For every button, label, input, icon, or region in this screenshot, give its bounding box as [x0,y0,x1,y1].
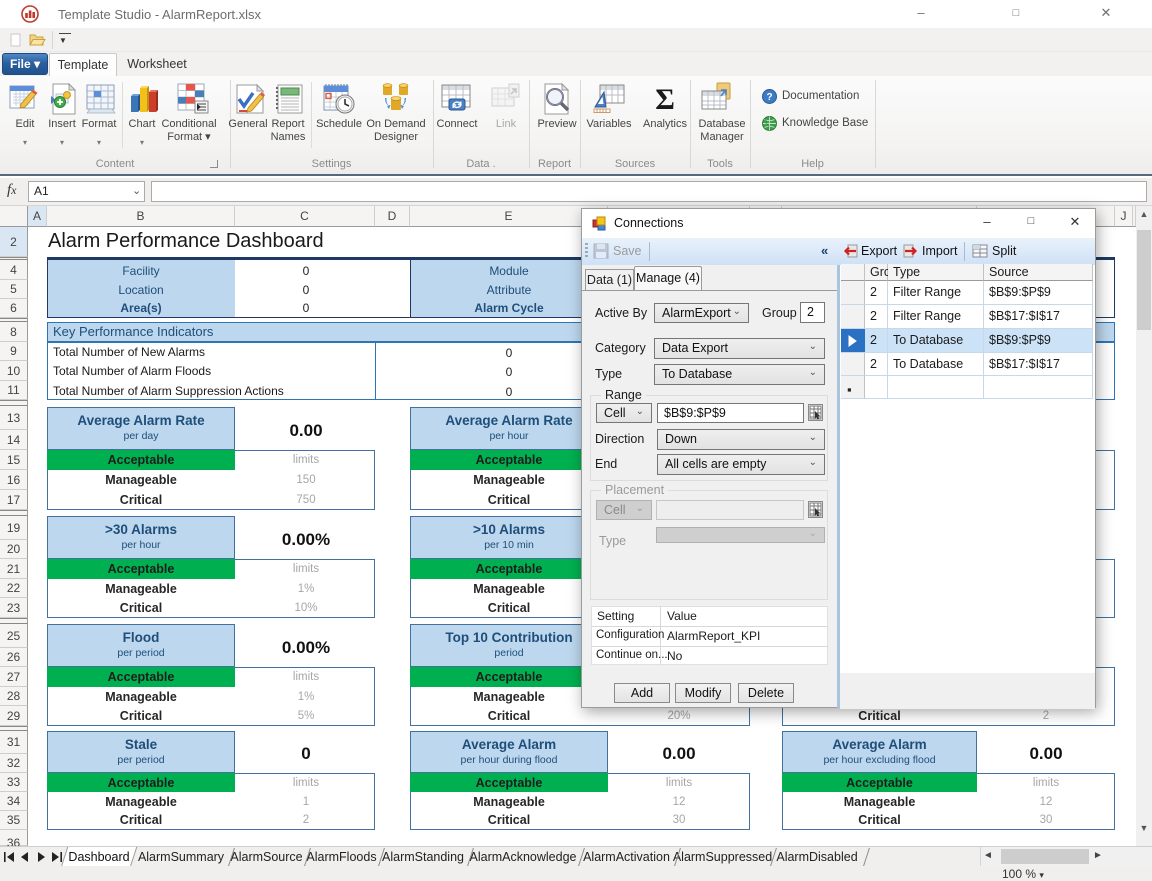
svg-text:Σ: Σ [655,83,675,116]
svg-text:?: ? [766,92,772,103]
